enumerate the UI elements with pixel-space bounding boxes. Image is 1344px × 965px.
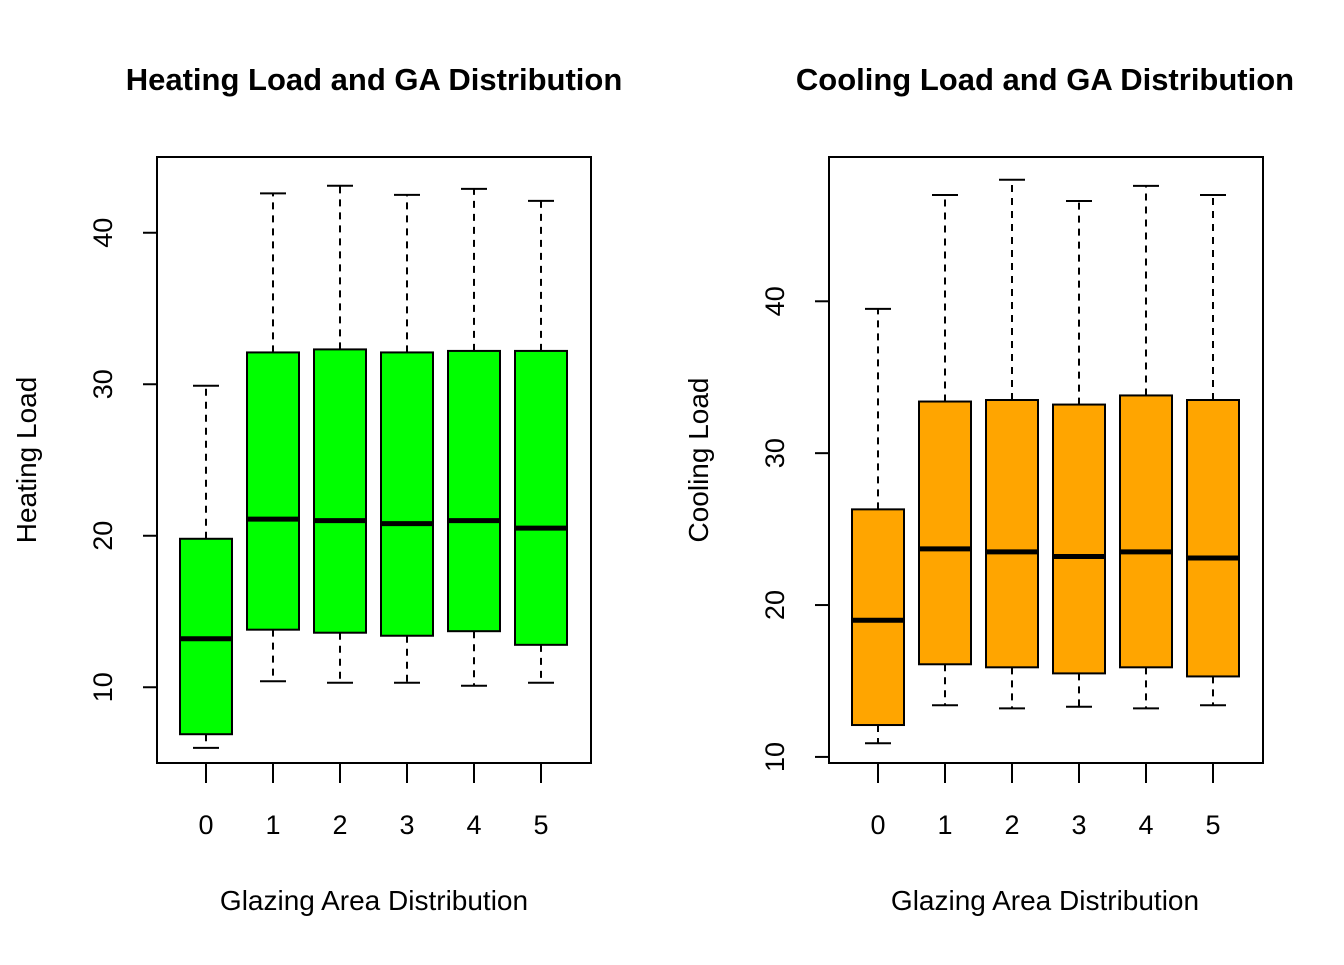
y-tick-label: 10 bbox=[88, 672, 118, 702]
x-tick-label: 2 bbox=[332, 810, 347, 840]
box-group-2 bbox=[985, 178, 1039, 710]
box-group-0 bbox=[851, 307, 905, 745]
box-iqr bbox=[514, 349, 568, 646]
box-group-3 bbox=[1052, 200, 1106, 708]
x-tick-label: 1 bbox=[265, 810, 280, 840]
box-iqr bbox=[1052, 403, 1106, 675]
box-group-5 bbox=[514, 199, 568, 684]
chart-panel-cooling: Cooling Load and GA Distribution10203040… bbox=[683, 62, 1294, 916]
x-tick-label: 5 bbox=[533, 810, 548, 840]
x-tick-label: 3 bbox=[1071, 810, 1086, 840]
box-iqr bbox=[918, 400, 972, 666]
y-tick-label: 30 bbox=[88, 369, 118, 399]
box-group-1 bbox=[918, 193, 972, 707]
y-tick-label: 10 bbox=[760, 742, 790, 772]
box-group-0 bbox=[179, 384, 233, 749]
y-tick-label: 20 bbox=[88, 521, 118, 551]
box-group-3 bbox=[380, 193, 434, 684]
x-tick-label: 5 bbox=[1205, 810, 1220, 840]
chart-title: Cooling Load and GA Distribution bbox=[796, 62, 1294, 97]
box-iqr bbox=[985, 399, 1039, 669]
box-group-5 bbox=[1186, 193, 1240, 707]
x-tick-label: 4 bbox=[466, 810, 481, 840]
x-tick-label: 0 bbox=[198, 810, 213, 840]
x-tick-label: 0 bbox=[870, 810, 885, 840]
box-group-1 bbox=[246, 192, 300, 683]
box-group-4 bbox=[447, 187, 501, 687]
y-tick-label: 30 bbox=[760, 438, 790, 468]
x-tick-label: 4 bbox=[1138, 810, 1153, 840]
chart-title: Heating Load and GA Distribution bbox=[126, 62, 623, 97]
box-iqr bbox=[1186, 399, 1240, 678]
y-tick-label: 40 bbox=[88, 218, 118, 248]
chart-panel-heating: Heating Load and GA Distribution10203040… bbox=[11, 62, 622, 916]
box-group-4 bbox=[1119, 184, 1173, 710]
box-group-2 bbox=[313, 184, 367, 684]
y-axis-label: Heating Load bbox=[11, 377, 42, 544]
x-axis-label: Glazing Area Distribution bbox=[220, 885, 528, 916]
box-iqr bbox=[246, 351, 300, 631]
box-iqr bbox=[1119, 394, 1173, 669]
y-axis-label: Cooling Load bbox=[683, 377, 714, 542]
x-tick-label: 1 bbox=[937, 810, 952, 840]
x-axis-label: Glazing Area Distribution bbox=[891, 885, 1199, 916]
y-tick-label: 20 bbox=[760, 590, 790, 620]
box-iqr bbox=[447, 349, 501, 633]
box-iqr bbox=[851, 508, 905, 727]
x-tick-label: 3 bbox=[399, 810, 414, 840]
box-iqr bbox=[380, 351, 434, 637]
x-tick-label: 2 bbox=[1004, 810, 1019, 840]
y-tick-label: 40 bbox=[760, 286, 790, 316]
box-iqr bbox=[313, 348, 367, 634]
